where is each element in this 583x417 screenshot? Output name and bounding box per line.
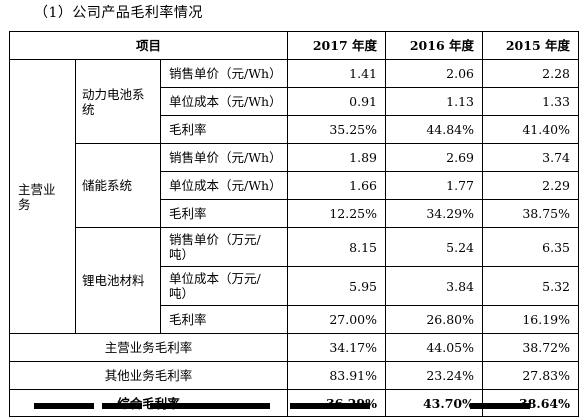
value-2015: 5.32 — [482, 266, 580, 306]
value-2015: 16.19% — [482, 305, 580, 334]
table-row: 主营业务 动力电池系统 销售单价（元/Wh） 1.41 2.06 2.28 — [9, 59, 580, 334]
main-business-label: 主营业务 — [9, 59, 76, 334]
table-row: 毛利率 35.25% 44.84% 41.40% — [10, 115, 580, 144]
value-2016: 34.29% — [385, 199, 484, 228]
value-2015: 1.33 — [482, 87, 580, 116]
row-label: 销售单价（万元/吨） — [159, 227, 289, 267]
row-label: 单位成本（万元/吨） — [159, 266, 289, 306]
summary-label: 其他业务毛利率 — [8, 361, 289, 390]
cropped-next-line — [0, 401, 583, 409]
value-2017: 1.66 — [287, 171, 387, 200]
value-2015: 6.35 — [482, 227, 580, 267]
table-row: 储能系统 销售单价（元/Wh） 1.89 2.69 3.74 — [10, 143, 580, 228]
value-2015: 2.29 — [482, 171, 580, 200]
row-label: 单位成本（元/Wh） — [159, 171, 289, 200]
row-label: 毛利率 — [159, 115, 289, 144]
value-2017: 0.91 — [287, 87, 387, 116]
row-label: 销售单价（元/Wh） — [159, 59, 289, 88]
value-2015: 38.72% — [482, 333, 580, 362]
value-2017: 1.89 — [287, 143, 387, 172]
row-label: 毛利率 — [159, 305, 289, 334]
header-2017: 2017 年度 — [287, 31, 387, 60]
table-row: 单位成本（万元/吨） 5.95 3.84 5.32 — [10, 266, 580, 306]
value-2016: 3.84 — [385, 266, 484, 306]
header-2016: 2016 年度 — [385, 31, 484, 60]
value-2016: 5.24 — [385, 227, 484, 267]
header-row: 项目 2017 年度 2016 年度 2015 年度 — [8, 31, 580, 60]
table-row: 单位成本（元/Wh） 0.91 1.13 1.33 — [10, 87, 580, 116]
table-row: 毛利率 12.25% 34.29% 38.75% — [10, 199, 580, 228]
value-2016: 26.80% — [385, 305, 484, 334]
value-2015: 27.83% — [482, 361, 580, 390]
row-label: 销售单价（元/Wh） — [159, 143, 289, 172]
value-2017: 83.91% — [287, 361, 387, 390]
value-2016: 1.77 — [385, 171, 484, 200]
value-2017: 5.95 — [287, 266, 387, 306]
value-2016: 44.05% — [385, 333, 484, 362]
segment-label: 锂电池材料 — [75, 227, 161, 334]
header-item: 项目 — [8, 31, 289, 60]
value-2016: 2.69 — [385, 143, 484, 172]
value-2015: 2.28 — [482, 59, 580, 88]
value-2017: 8.15 — [287, 227, 387, 267]
row-label: 单位成本（元/Wh） — [159, 87, 289, 116]
value-2016: 2.06 — [385, 59, 484, 88]
row-label: 毛利率 — [159, 199, 289, 228]
segment-label: 储能系统 — [75, 143, 161, 228]
header-2015: 2015 年度 — [482, 31, 580, 60]
value-2017: 27.00% — [287, 305, 387, 334]
summary-row: 其他业务毛利率 83.91% 23.24% 27.83% — [8, 361, 580, 390]
gross-margin-table: 项目 2017 年度 2016 年度 2015 年度 主营业务 动力电池系统 销… — [8, 31, 580, 417]
section-heading: （1）公司产品毛利率情况 — [34, 5, 203, 21]
table-row: 单位成本（元/Wh） 1.66 1.77 2.29 — [10, 171, 580, 200]
value-2017: 35.25% — [287, 115, 387, 144]
summary-row: 主营业务毛利率 34.17% 44.05% 38.72% — [8, 333, 580, 362]
table-row: 毛利率 27.00% 26.80% 16.19% — [10, 305, 580, 334]
value-2015: 41.40% — [482, 115, 580, 144]
value-2015: 38.75% — [482, 199, 580, 228]
table-row: 锂电池材料 销售单价（万元/吨） 8.15 5.24 6.35 — [10, 227, 580, 334]
value-2017: 34.17% — [287, 333, 387, 362]
value-2016: 1.13 — [385, 87, 484, 116]
summary-label: 主营业务毛利率 — [8, 333, 289, 362]
segment-label: 动力电池系统 — [75, 59, 161, 144]
value-2016: 44.84% — [385, 115, 484, 144]
value-2017: 1.41 — [287, 59, 387, 88]
value-2016: 23.24% — [385, 361, 484, 390]
value-2015: 3.74 — [482, 143, 580, 172]
value-2017: 12.25% — [287, 199, 387, 228]
